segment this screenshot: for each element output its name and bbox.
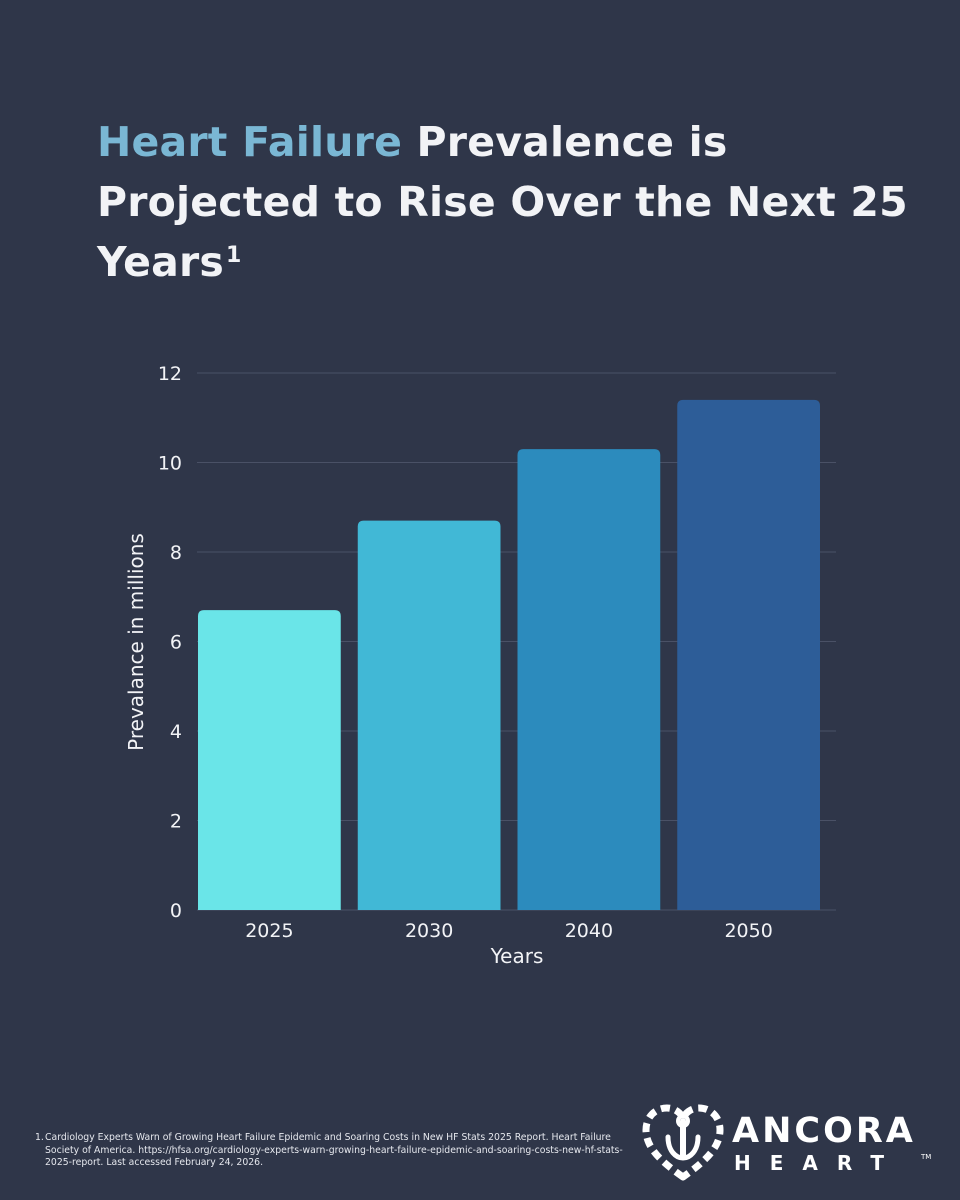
bars — [198, 399, 820, 910]
y-tick-label-0: 0 — [170, 900, 182, 922]
footnote-number: 1. — [35, 1132, 44, 1143]
ancora-heart-logo: ANCORA HEART TM — [640, 1103, 940, 1183]
x-axis-title: Years — [490, 944, 544, 968]
bar-2030 — [357, 520, 501, 910]
y-tick-label-6: 6 — [170, 632, 182, 654]
footnote: 1. Cardiology Experts Warn of Growing He… — [35, 1132, 625, 1170]
x-tick-label-2025: 2025 — [245, 920, 293, 942]
y-axis-title: Prevalance in millions — [124, 533, 148, 751]
x-tick-label-2040: 2040 — [565, 920, 613, 942]
bar-2040 — [517, 449, 661, 910]
bar-2050 — [677, 399, 820, 910]
x-axis-ticks: 2025 2030 2040 2050 — [245, 920, 773, 942]
y-axis-ticks: 0 2 4 6 8 10 12 — [158, 363, 182, 922]
logo-trademark: TM — [921, 1153, 932, 1161]
y-tick-label-8: 8 — [170, 542, 182, 564]
title-rest: Prevalence is Projected to Rise Over the… — [97, 118, 908, 286]
y-tick-label-4: 4 — [170, 721, 182, 743]
title-highlight: Heart Failure — [97, 118, 403, 166]
y-tick-label-12: 12 — [158, 363, 182, 385]
footnote-text: Cardiology Experts Warn of Growing Heart… — [45, 1132, 623, 1168]
logo-wordmark: ANCORA — [732, 1111, 916, 1151]
y-tick-label-10: 10 — [158, 453, 182, 475]
x-tick-label-2030: 2030 — [405, 920, 453, 942]
y-tick-label-2: 2 — [170, 811, 182, 833]
bar-2025 — [198, 610, 341, 910]
heart-anchor-icon — [642, 1104, 724, 1181]
chart-title: Heart Failure Prevalence is Projected to… — [97, 112, 917, 292]
title-footnote-marker: 1 — [226, 243, 242, 268]
x-tick-label-2050: 2050 — [724, 920, 772, 942]
bar-chart: 0 2 4 6 8 10 12 2025 2030 2040 2050 Years Prevala… — [124, 363, 836, 968]
logo-subword: HEART — [734, 1151, 904, 1175]
